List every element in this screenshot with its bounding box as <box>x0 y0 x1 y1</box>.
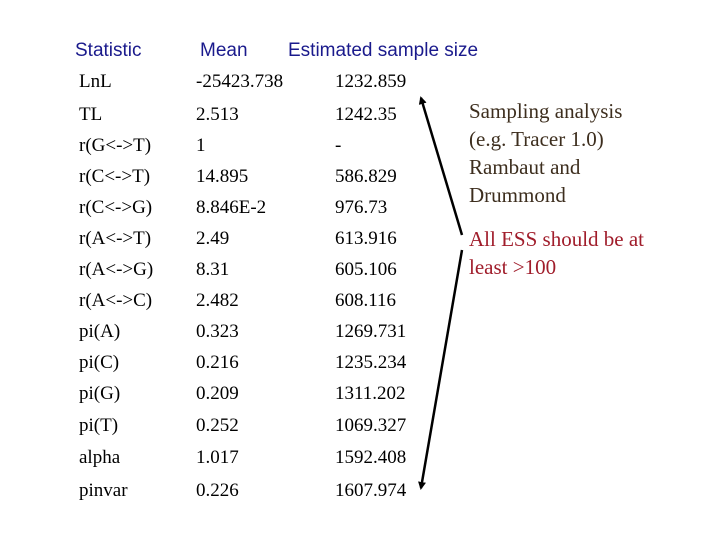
arrow-down-icon <box>418 249 464 490</box>
note-line: Sampling analysis <box>469 99 623 123</box>
table-row: LnL -25423.738 1232.859 <box>0 71 460 101</box>
cell-mean: 2.482 <box>196 290 239 311</box>
table-row: r(A<->T) 2.49 613.916 <box>0 228 460 258</box>
cell-statistic: pi(C) <box>79 352 120 373</box>
table-row: pi(T) 0.252 1069.327 <box>0 415 460 445</box>
cell-statistic: pi(G) <box>79 383 121 404</box>
cell-ess: 1232.859 <box>335 71 407 92</box>
cell-mean: 0.252 <box>196 415 239 436</box>
cell-mean: 14.895 <box>196 166 249 187</box>
table-row: TL 2.513 1242.35 <box>0 104 460 134</box>
note-line: least >100 <box>469 255 557 279</box>
cell-ess: - <box>335 135 342 156</box>
cell-mean: 8.846E-2 <box>196 197 267 218</box>
table-row: r(A<->G) 8.31 605.106 <box>0 259 460 289</box>
cell-ess: 1607.974 <box>335 480 407 501</box>
note-line: (e.g. Tracer 1.0) <box>469 127 604 151</box>
cell-statistic: r(A<->T) <box>79 228 152 249</box>
cell-ess: 1069.327 <box>335 415 407 436</box>
note-line: Drummond <box>469 183 566 207</box>
note-line: All ESS should be at <box>469 227 645 251</box>
table-row: alpha 1.017 1592.408 <box>0 447 460 477</box>
cell-ess: 976.73 <box>335 197 388 218</box>
table-row: pi(A) 0.323 1269.731 <box>0 321 460 351</box>
cell-mean: 0.323 <box>196 321 239 342</box>
table-row: r(C<->G) 8.846E-2 976.73 <box>0 197 460 227</box>
header-statistic: Statistic <box>75 40 142 61</box>
cell-ess: 586.829 <box>335 166 397 187</box>
cell-statistic: pi(A) <box>79 321 121 342</box>
cell-statistic: TL <box>79 104 103 125</box>
cell-ess: 1242.35 <box>335 104 397 125</box>
cell-statistic: r(G<->T) <box>79 135 152 156</box>
cell-mean: 8.31 <box>196 259 230 280</box>
ess-rule-note: All ESS should be at least >100 <box>469 225 644 281</box>
cell-mean: 1 <box>196 135 206 156</box>
table-row: r(G<->T) 1 - <box>0 135 460 165</box>
cell-ess: 1592.408 <box>335 447 407 468</box>
table-row: r(C<->T) 14.895 586.829 <box>0 166 460 196</box>
table-row: r(A<->C) 2.482 608.116 <box>0 290 460 320</box>
cell-ess: 605.106 <box>335 259 397 280</box>
cell-statistic: LnL <box>79 71 112 92</box>
arrow-up-icon <box>418 96 464 236</box>
cell-statistic: pi(T) <box>79 415 119 436</box>
cell-statistic: r(C<->T) <box>79 166 151 187</box>
cell-ess: 608.116 <box>335 290 397 311</box>
cell-mean: 0.209 <box>196 383 239 404</box>
cell-statistic: r(C<->G) <box>79 197 153 218</box>
table-row: pinvar 0.226 1607.974 <box>0 480 460 510</box>
cell-ess: 613.916 <box>335 228 397 249</box>
note-line: Rambaut and <box>469 155 581 179</box>
cell-mean: 2.49 <box>196 228 230 249</box>
cell-mean: 1.017 <box>196 447 239 468</box>
sampling-analysis-note: Sampling analysis (e.g. Tracer 1.0) Ramb… <box>469 97 622 209</box>
cell-mean: 2.513 <box>196 104 239 125</box>
cell-mean: -25423.738 <box>196 71 284 92</box>
cell-statistic: pinvar <box>79 480 128 501</box>
cell-statistic: r(A<->C) <box>79 290 153 311</box>
cell-ess: 1269.731 <box>335 321 407 342</box>
cell-statistic: alpha <box>79 447 121 468</box>
cell-mean: 0.216 <box>196 352 239 373</box>
header-mean: Mean <box>200 40 248 61</box>
header-ess: Estimated sample size <box>288 40 479 61</box>
cell-ess: 1311.202 <box>335 383 406 404</box>
cell-ess: 1235.234 <box>335 352 407 373</box>
table-row: pi(C) 0.216 1235.234 <box>0 352 460 382</box>
table-row: pi(G) 0.209 1311.202 <box>0 383 460 413</box>
cell-mean: 0.226 <box>196 480 239 501</box>
cell-statistic: r(A<->G) <box>79 259 154 280</box>
